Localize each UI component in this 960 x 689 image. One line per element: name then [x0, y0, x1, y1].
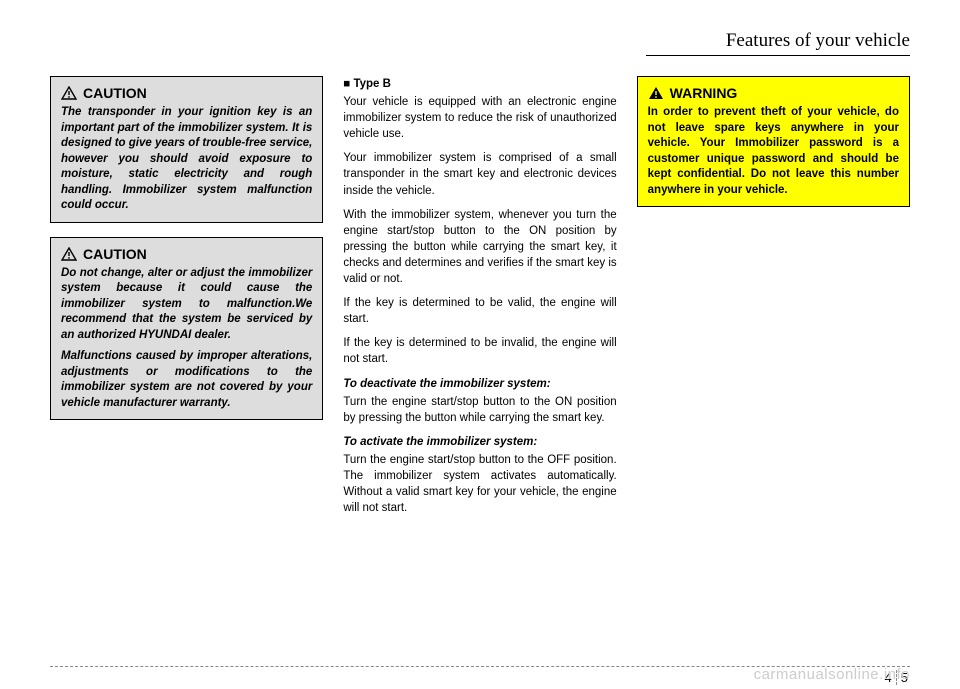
body-paragraph: If the key is determined to be invalid, … [343, 335, 616, 367]
caution-paragraph: The transponder in your ignition key is … [61, 105, 312, 214]
body-paragraph: Your immobilizer system is comprised of … [343, 150, 616, 198]
warning-text: In order to prevent theft of your vehicl… [648, 105, 899, 198]
body-paragraph: Your vehicle is equipped with an electro… [343, 94, 616, 142]
section-title: Features of your vehicle [646, 30, 910, 56]
column-1: CAUTION The transponder in your ignition… [50, 76, 323, 524]
body-paragraph: If the key is determined to be valid, th… [343, 295, 616, 327]
body-paragraph: Turn the engine start/stop button to the… [343, 394, 616, 426]
column-3: WARNING In order to prevent theft of you… [637, 76, 910, 524]
caution-header: CAUTION [61, 85, 312, 101]
caution-label: CAUTION [83, 85, 147, 101]
body-paragraph: Turn the engine start/stop button to the… [343, 452, 616, 516]
warning-icon [648, 86, 664, 100]
caution-header: CAUTION [61, 246, 312, 262]
deactivate-heading: To deactivate the immobilizer system: [343, 376, 616, 392]
column-2: ■ Type B Your vehicle is equipped with a… [343, 76, 616, 524]
caution-text: Do not change, alter or adjust the immob… [61, 266, 312, 412]
page: Features of your vehicle CAUTION The tra… [0, 0, 960, 689]
type-b-heading: ■ Type B [343, 76, 616, 92]
caution-box-1: CAUTION The transponder in your ignition… [50, 76, 323, 223]
caution-label: CAUTION [83, 246, 147, 262]
caution-paragraph: Malfunctions caused by improper alterati… [61, 349, 312, 411]
warning-label: WARNING [670, 85, 738, 101]
watermark: carmanualsonline.info [754, 666, 910, 683]
caution-icon [61, 247, 77, 261]
warning-box: WARNING In order to prevent theft of you… [637, 76, 910, 207]
caution-text: The transponder in your ignition key is … [61, 105, 312, 214]
caution-paragraph: Do not change, alter or adjust the immob… [61, 266, 312, 344]
body-paragraph: With the immobilizer system, whenever yo… [343, 207, 616, 287]
caution-box-2: CAUTION Do not change, alter or adjust t… [50, 237, 323, 421]
caution-icon [61, 86, 77, 100]
activate-heading: To activate the immobilizer system: [343, 434, 616, 450]
content-columns: CAUTION The transponder in your ignition… [50, 76, 910, 524]
page-header: Features of your vehicle [50, 30, 910, 56]
warning-header: WARNING [648, 85, 899, 101]
